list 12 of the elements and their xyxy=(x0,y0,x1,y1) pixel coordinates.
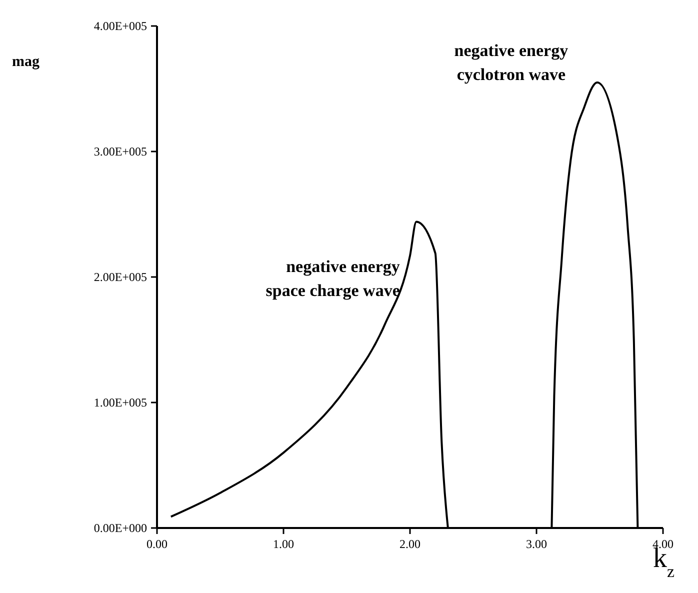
annotation: negative energy cyclotron wave xyxy=(454,41,569,84)
y-tick-label: 4.00E+005 xyxy=(94,19,147,33)
y-tick-label: 1.00E+005 xyxy=(94,396,147,410)
y-tick-label: 2.00E+005 xyxy=(94,270,147,284)
y-axis-title: mag xyxy=(12,54,40,70)
x-tick-label: 2.00 xyxy=(400,537,420,551)
x-tick-label: 0.00 xyxy=(146,537,168,551)
x-tick-label: 3.00 xyxy=(526,537,547,551)
x-tick-label: 1.00 xyxy=(273,537,294,551)
annotation: negative energy space charge wave xyxy=(266,256,400,300)
y-tick-label: 3.00E+005 xyxy=(94,144,147,158)
y-tick-label: 0.00E+000 xyxy=(94,521,147,535)
